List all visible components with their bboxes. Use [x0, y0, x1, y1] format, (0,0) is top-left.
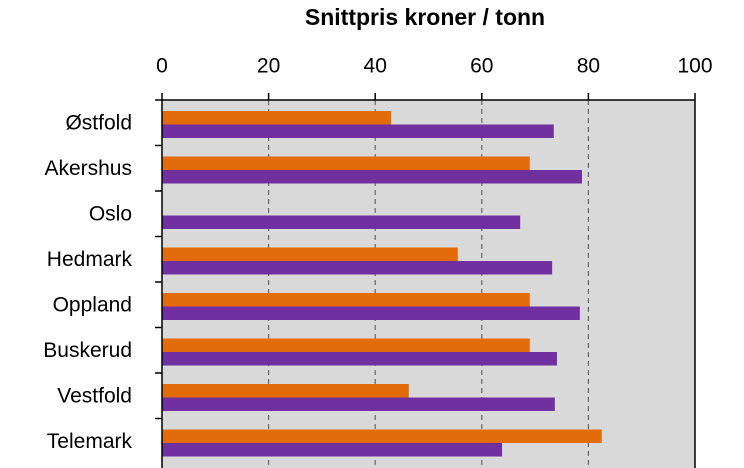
- bar: [162, 397, 555, 411]
- y-tick-label: Oslo: [89, 203, 132, 226]
- bar: [162, 352, 557, 366]
- y-tick-label: Østfold: [65, 112, 132, 135]
- chart-title: Snittpris kroner / tonn: [305, 4, 545, 30]
- x-tick-label: 20: [257, 55, 280, 78]
- bar: [162, 384, 409, 398]
- x-tick-label: 100: [677, 55, 712, 78]
- x-tick-label: 60: [470, 55, 493, 78]
- y-tick-label: Oppland: [53, 294, 132, 317]
- bar: [162, 338, 530, 352]
- y-tick-label: Buskerud: [43, 339, 132, 362]
- y-tick-label: Vestfold: [57, 385, 132, 408]
- x-tick-label: 80: [577, 55, 600, 78]
- bar: [162, 170, 583, 184]
- bar: [162, 111, 392, 125]
- bar: [162, 429, 602, 443]
- bar: [162, 124, 554, 138]
- y-tick-label: Hedmark: [47, 248, 133, 271]
- bar: [162, 215, 521, 229]
- bar: [162, 261, 553, 275]
- bar: [162, 293, 530, 307]
- plot-background: [162, 100, 695, 468]
- y-tick-label: Telemark: [47, 430, 133, 453]
- y-tick-label: Akershus: [44, 157, 132, 180]
- bar: [162, 156, 530, 170]
- bar: [162, 443, 503, 457]
- x-tick-label: 0: [156, 55, 168, 78]
- bar: [162, 247, 458, 261]
- bar: [162, 306, 580, 320]
- x-tick-label: 40: [364, 55, 387, 78]
